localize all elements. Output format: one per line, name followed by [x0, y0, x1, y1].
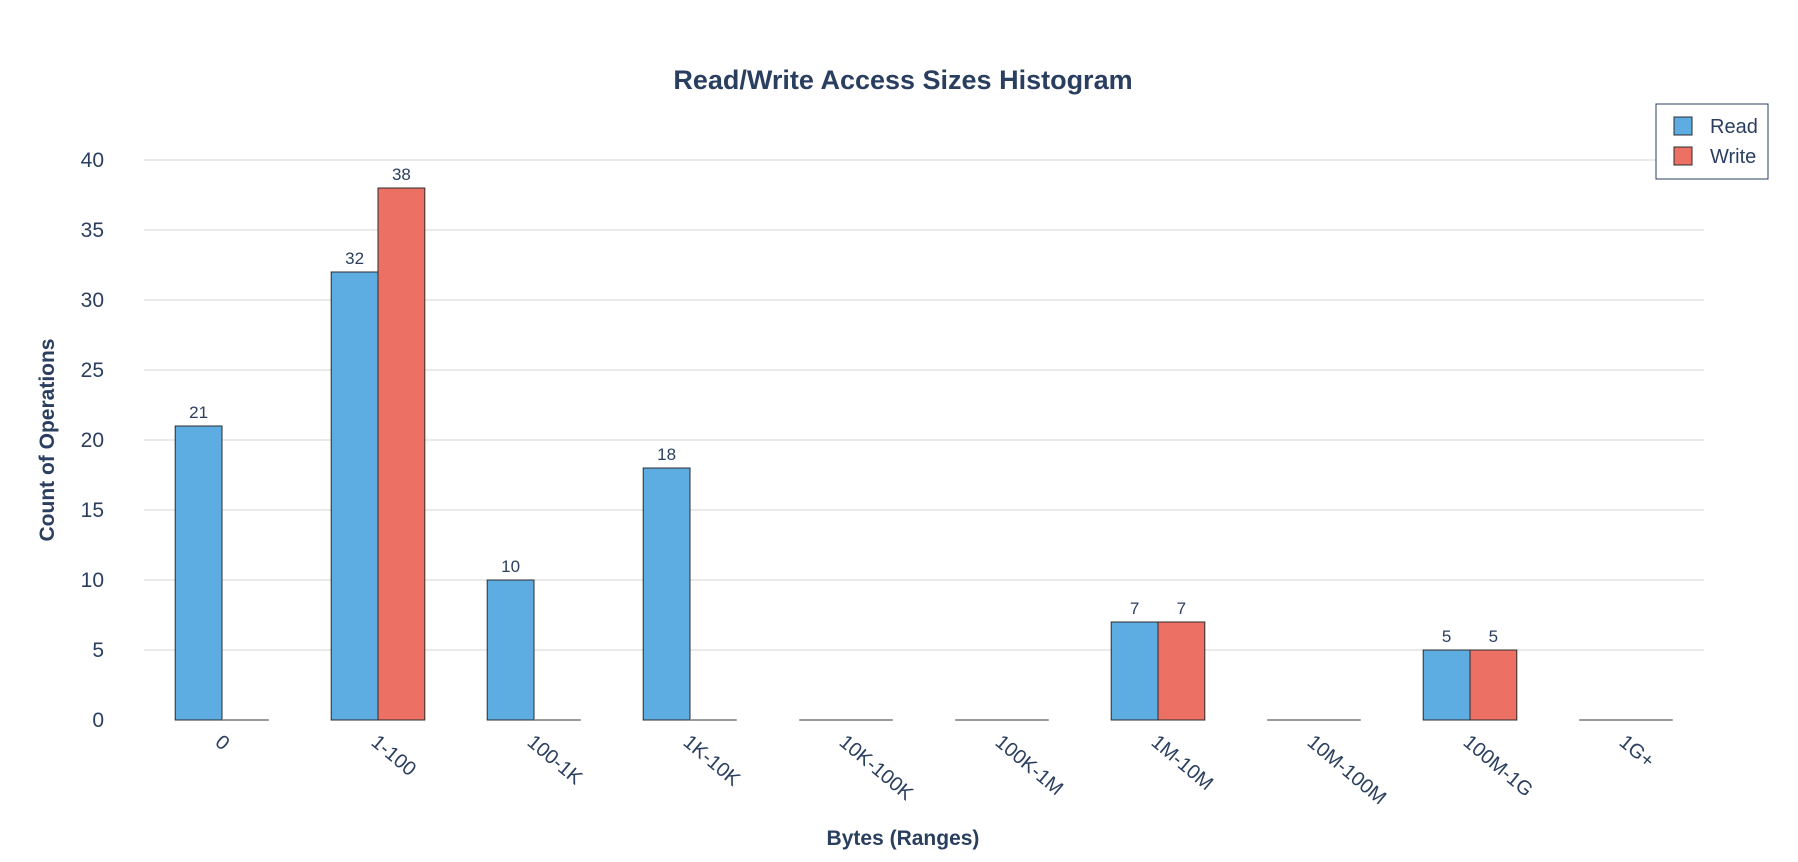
bars [174, 187, 1673, 721]
legend-swatch-read [1673, 116, 1693, 136]
bar-read [174, 425, 223, 721]
bar-read [330, 271, 379, 721]
y-axis-title: Count of Operations [36, 339, 59, 542]
y-tick-label: 35 [81, 219, 104, 242]
x-tick-label: 1K-10K [679, 731, 745, 791]
legend-swatch-write [1673, 146, 1693, 166]
x-axis-title: Bytes (Ranges) [827, 827, 980, 850]
bar-read [486, 579, 535, 721]
data-label: 10 [501, 557, 520, 576]
y-tick-label: 0 [92, 709, 104, 732]
y-tick-label: 20 [81, 429, 104, 452]
bar-read [1422, 649, 1471, 721]
x-tick-label: 10M-100M [1303, 731, 1390, 809]
data-label: 38 [392, 165, 411, 184]
y-tick-label: 10 [81, 569, 104, 592]
legend: Read Write [1655, 103, 1769, 180]
bar-write [1469, 649, 1518, 721]
data-label: 7 [1130, 599, 1139, 618]
data-label: 7 [1177, 599, 1186, 618]
x-tick-label: 1-100 [367, 731, 420, 781]
y-tick-label: 15 [81, 499, 104, 522]
bar-write [1157, 621, 1206, 721]
chart-title: Read/Write Access Sizes Histogram [673, 65, 1132, 95]
y-tick-label: 25 [81, 359, 104, 382]
bar-read [642, 467, 691, 721]
x-tick-label: 10K-100K [835, 731, 918, 805]
data-label: 18 [657, 445, 676, 464]
x-tick-label: 1G+ [1615, 731, 1659, 773]
bar-write [377, 187, 426, 721]
y-tick-label: 40 [81, 149, 104, 172]
data-label: 32 [345, 249, 364, 268]
data-label: 5 [1489, 627, 1498, 646]
data-label: 21 [189, 403, 208, 422]
x-tick-label: 0 [211, 731, 234, 755]
bar-read [1110, 621, 1159, 721]
x-tick-label: 100K-1M [991, 731, 1067, 800]
y-axis-ticks: 0 5 10 15 20 25 30 35 40 [81, 149, 104, 732]
y-tick-label: 5 [92, 639, 104, 662]
legend-label-read: Read [1710, 116, 1758, 138]
x-tick-label: 100M-1G [1459, 731, 1537, 801]
x-tick-label: 100-1K [523, 731, 587, 790]
y-tick-label: 30 [81, 289, 104, 312]
legend-label-write: Write [1710, 146, 1756, 168]
data-labels: 21 32 38 10 18 7 7 5 5 [189, 165, 1498, 646]
data-label: 5 [1442, 627, 1451, 646]
x-tick-label: 1M-10M [1147, 731, 1217, 795]
x-axis-ticks: 0 1-100 100-1K 1K-10K 10K-100K 100K-1M 1M-10M 1… [211, 731, 1659, 809]
